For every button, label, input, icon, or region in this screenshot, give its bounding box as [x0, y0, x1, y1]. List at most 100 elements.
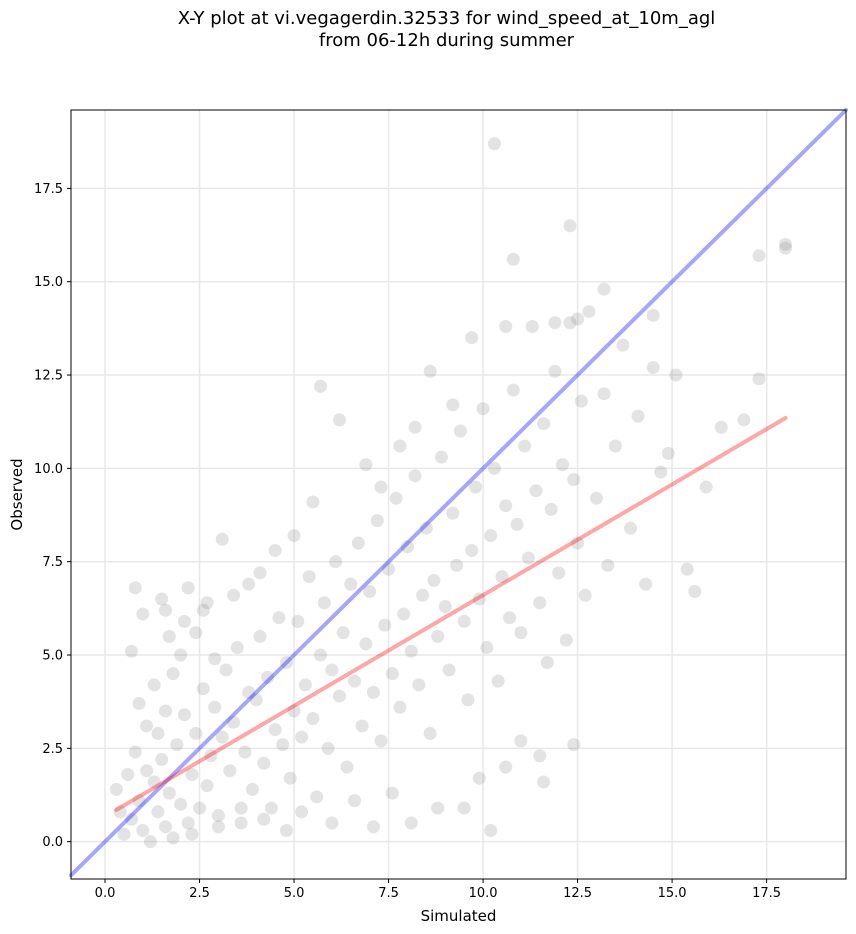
- data-point: [469, 480, 483, 494]
- data-point: [257, 756, 271, 770]
- data-point: [480, 641, 494, 655]
- data-point: [268, 723, 282, 737]
- chart-subtitle: from 06-12h during summer: [318, 30, 575, 51]
- data-point: [253, 566, 267, 580]
- data-point: [124, 812, 138, 826]
- data-point: [518, 439, 532, 453]
- data-point: [378, 618, 392, 632]
- data-point: [136, 823, 150, 837]
- data-point: [487, 137, 501, 151]
- data-point: [446, 398, 460, 412]
- x-tick-label: 2.5: [189, 886, 210, 901]
- data-point: [646, 361, 660, 375]
- data-point: [472, 771, 486, 785]
- data-point: [752, 249, 766, 263]
- data-point: [374, 480, 388, 494]
- data-point: [325, 816, 339, 830]
- data-point: [211, 809, 225, 823]
- data-point: [344, 577, 358, 591]
- data-point: [351, 536, 365, 550]
- data-point: [170, 738, 184, 752]
- data-point: [151, 805, 165, 819]
- data-point: [227, 588, 241, 602]
- data-point: [317, 596, 331, 610]
- data-point: [393, 700, 407, 714]
- data-point: [514, 626, 528, 640]
- data-point: [136, 607, 150, 621]
- data-point: [159, 704, 173, 718]
- data-point: [404, 816, 418, 830]
- data-point: [174, 797, 188, 811]
- data-point: [499, 760, 513, 774]
- data-point: [208, 700, 222, 714]
- data-point: [639, 577, 653, 591]
- x-tick-label: 15.0: [658, 886, 687, 901]
- data-point: [314, 379, 328, 393]
- scatter-points: [109, 137, 793, 849]
- data-point: [166, 667, 180, 681]
- data-point: [400, 540, 414, 554]
- data-point: [631, 409, 645, 423]
- data-point: [332, 689, 346, 703]
- data-point: [453, 424, 467, 438]
- data-point: [537, 775, 551, 789]
- data-point: [295, 805, 309, 819]
- y-axis-ticks: 0.0 2.5 5.0 7.5 10.0 12.5 15.0 17.5: [34, 182, 71, 850]
- data-point: [279, 655, 293, 669]
- data-point: [359, 637, 373, 651]
- data-point: [140, 764, 154, 778]
- y-tick-label: 17.5: [34, 182, 63, 197]
- data-point: [215, 532, 229, 546]
- data-point: [397, 607, 411, 621]
- data-point: [654, 465, 668, 479]
- data-point: [608, 439, 622, 453]
- data-point: [162, 786, 176, 800]
- data-point: [559, 633, 573, 647]
- data-point: [302, 570, 316, 584]
- data-point: [419, 521, 433, 535]
- data-point: [514, 734, 528, 748]
- data-point: [264, 801, 278, 815]
- data-point: [495, 570, 509, 584]
- data-point: [537, 417, 551, 431]
- data-point: [476, 402, 490, 416]
- data-point: [366, 820, 380, 834]
- x-tick-label: 5.0: [284, 886, 305, 901]
- data-point: [737, 413, 751, 427]
- data-point: [215, 730, 229, 744]
- data-point: [529, 484, 543, 498]
- data-point: [211, 820, 225, 834]
- x-tick-label: 0.0: [95, 886, 116, 901]
- data-point: [699, 480, 713, 494]
- data-point: [544, 502, 558, 516]
- data-point: [329, 555, 343, 569]
- data-point: [219, 663, 233, 677]
- data-point: [393, 439, 407, 453]
- data-point: [348, 794, 362, 808]
- data-point: [140, 719, 154, 733]
- data-point: [249, 693, 263, 707]
- data-point: [189, 626, 203, 640]
- data-point: [385, 667, 399, 681]
- data-point: [363, 585, 377, 599]
- data-point: [325, 663, 339, 677]
- data-point: [238, 745, 252, 759]
- data-point: [359, 458, 373, 472]
- data-point: [185, 827, 199, 841]
- data-point: [465, 331, 479, 345]
- data-point: [332, 413, 346, 427]
- data-point: [143, 835, 157, 849]
- x-tick-label: 7.5: [378, 886, 399, 901]
- data-point: [624, 521, 638, 535]
- data-point: [491, 674, 505, 688]
- data-point: [389, 491, 403, 505]
- data-point: [287, 704, 301, 718]
- plot-frame: [70, 109, 847, 880]
- data-point: [159, 820, 173, 834]
- data-point: [132, 697, 146, 711]
- data-point: [314, 648, 328, 662]
- data-point: [427, 573, 441, 587]
- data-point: [563, 219, 577, 233]
- data-point: [601, 558, 615, 572]
